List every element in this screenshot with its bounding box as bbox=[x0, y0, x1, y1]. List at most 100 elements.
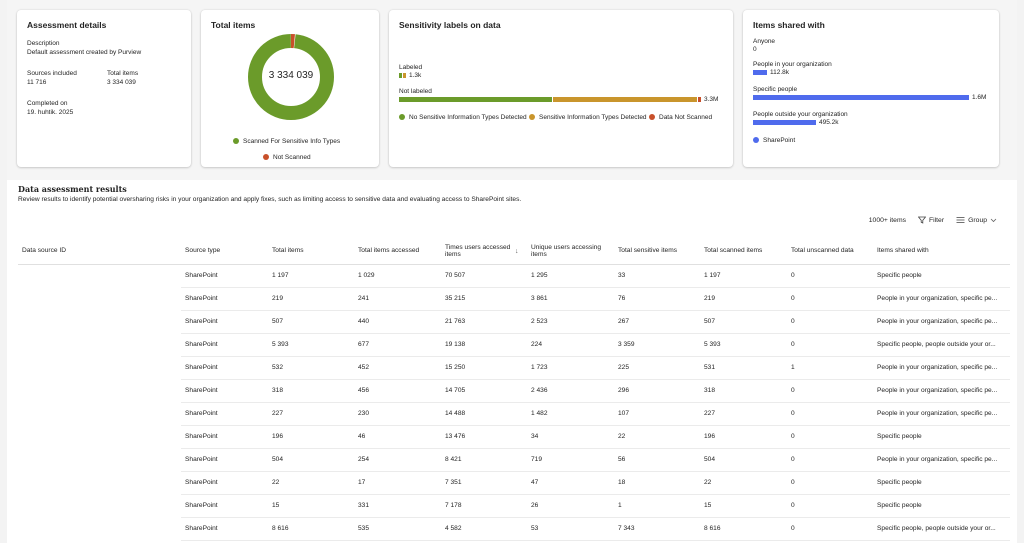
not-labeled-label: Not labeled bbox=[399, 88, 432, 95]
cell-total-unscanned: 1 bbox=[787, 356, 873, 380]
cell-source-type: SharePoint bbox=[181, 425, 268, 449]
cell-total-sensitive: 1 bbox=[614, 494, 700, 518]
items-shared-title: Items shared with bbox=[753, 20, 825, 30]
cell-times-users-accessed: 70 507 bbox=[441, 264, 527, 288]
table-row[interactable]: SharePoint 504 254 8 421 719 56 504 0 People in … bbox=[18, 448, 1010, 472]
legend-scanned: Scanned For Sensitive Info Types bbox=[233, 138, 340, 145]
col-total-scanned[interactable]: Total scanned items bbox=[700, 238, 787, 265]
cell-total-items-accessed: 677 bbox=[354, 333, 441, 357]
cell-items-shared-with: Specific people, people outside your or.… bbox=[873, 517, 1010, 541]
shared-specific-label: Specific people bbox=[753, 86, 798, 93]
group-icon bbox=[956, 217, 965, 223]
col-total-items-accessed[interactable]: Total items accessed bbox=[354, 238, 441, 265]
shared-anyone-label: Anyone bbox=[753, 38, 776, 45]
cell-total-sensitive: 296 bbox=[614, 379, 700, 403]
cell-total-scanned: 227 bbox=[700, 402, 787, 426]
legend-no-sit: No Sensitive Information Types Detected bbox=[399, 114, 527, 121]
table-row[interactable]: SharePoint 22 17 7 351 47 18 22 0 Specific peopl… bbox=[18, 471, 1010, 495]
col-unique-users[interactable]: Unique users accessing items bbox=[527, 238, 614, 265]
legend-not-scanned-label: Not Scanned bbox=[273, 154, 311, 161]
donut-not-scanned-slice bbox=[248, 34, 334, 120]
col-items-shared-with[interactable]: Items shared with bbox=[873, 238, 1010, 265]
cell-total-scanned: 196 bbox=[700, 425, 787, 449]
col-total-unscanned[interactable]: Total unscanned data bbox=[787, 238, 873, 265]
col-source-type[interactable]: Source type bbox=[181, 238, 268, 265]
table-header-row: Data source ID Source type Total items T… bbox=[18, 238, 1010, 265]
description-value: Default assessment created by Purview bbox=[27, 49, 142, 56]
cell-total-items: 1 197 bbox=[268, 264, 354, 288]
cell-total-scanned: 1 197 bbox=[700, 264, 787, 288]
table-row[interactable]: SharePoint 227 230 14 488 1 482 107 227 0 People… bbox=[18, 402, 1010, 426]
table-row[interactable]: SharePoint 1 197 1 029 70 507 1 295 33 1 197 0 S… bbox=[18, 264, 1010, 288]
cell-items-shared-with: Specific people bbox=[873, 471, 1010, 495]
cell-unique-users: 2 436 bbox=[527, 379, 614, 403]
labeled-value: 1.3k bbox=[409, 72, 422, 79]
results-description: Review results to identify potential ove… bbox=[18, 196, 522, 203]
table-row[interactable]: SharePoint 532 452 15 250 1 723 225 531 1 People… bbox=[18, 356, 1010, 380]
legend-not-scanned-data-label: Data Not Scanned bbox=[659, 114, 713, 121]
cell-total-items: 15 bbox=[268, 494, 354, 518]
cell-total-items: 22 bbox=[268, 471, 354, 495]
cell-total-unscanned: 0 bbox=[787, 287, 873, 311]
cell-unique-users: 1 295 bbox=[527, 264, 614, 288]
legend-not-scanned-data: Data Not Scanned bbox=[649, 114, 712, 121]
cell-source-type: SharePoint bbox=[181, 517, 268, 541]
assessment-details-title: Assessment details bbox=[27, 20, 107, 30]
cell-times-users-accessed: 7 351 bbox=[441, 471, 527, 495]
cell-total-unscanned: 0 bbox=[787, 494, 873, 518]
cell-source-type: SharePoint bbox=[181, 287, 268, 311]
cell-total-sensitive: 107 bbox=[614, 402, 700, 426]
table-row[interactable]: SharePoint 318 456 14 705 2 436 296 318 0 People… bbox=[18, 379, 1010, 403]
filter-button[interactable]: Filter bbox=[918, 216, 944, 224]
cell-total-unscanned: 0 bbox=[787, 379, 873, 403]
cell-total-items-accessed: 440 bbox=[354, 310, 441, 334]
col-total-items[interactable]: Total items bbox=[268, 238, 354, 265]
cell-unique-users: 34 bbox=[527, 425, 614, 449]
labeled-bar-gold bbox=[403, 73, 406, 78]
table-row[interactable]: SharePoint 5 393 677 19 138 224 3 359 5 393 0 Sp… bbox=[18, 333, 1010, 357]
cell-data-source-id bbox=[18, 402, 181, 425]
col-data-source-id[interactable]: Data source ID bbox=[18, 238, 181, 265]
cell-total-unscanned: 0 bbox=[787, 264, 873, 288]
group-button[interactable]: Group bbox=[956, 216, 997, 224]
cell-times-users-accessed: 15 250 bbox=[441, 356, 527, 380]
sensitivity-card: Sensitivity labels on data Labeled 1.3k … bbox=[389, 10, 733, 167]
cell-total-sensitive: 267 bbox=[614, 310, 700, 334]
cell-items-shared-with: People in your organization, specific pe… bbox=[873, 287, 1010, 311]
cell-data-source-id bbox=[18, 448, 181, 471]
cell-total-items-accessed: 452 bbox=[354, 356, 441, 380]
table-row[interactable]: SharePoint 219 241 35 215 3 861 76 219 0 People … bbox=[18, 287, 1010, 311]
table-row[interactable]: SharePoint 196 46 13 476 34 22 196 0 Specific pe… bbox=[18, 425, 1010, 449]
cell-unique-users: 53 bbox=[527, 517, 614, 541]
cell-total-items-accessed: 331 bbox=[354, 494, 441, 518]
total-items-donut bbox=[248, 34, 334, 120]
cell-items-shared-with: Specific people, people outside your or.… bbox=[873, 333, 1010, 357]
cell-times-users-accessed: 35 215 bbox=[441, 287, 527, 311]
table-row[interactable]: SharePoint 15 331 7 178 26 1 15 0 Specific peopl… bbox=[18, 494, 1010, 518]
cell-data-source-id bbox=[18, 425, 181, 448]
cell-source-type: SharePoint bbox=[181, 356, 268, 380]
col-times-users-accessed[interactable]: Times users accessed items ↓ bbox=[441, 238, 527, 265]
cell-items-shared-with: People in your organization, specific pe… bbox=[873, 402, 1010, 426]
cell-unique-users: 1 723 bbox=[527, 356, 614, 380]
cell-unique-users: 3 861 bbox=[527, 287, 614, 311]
table-row[interactable]: SharePoint 507 440 21 763 2 523 267 507 0 People… bbox=[18, 310, 1010, 334]
cell-total-scanned: 318 bbox=[700, 379, 787, 403]
cell-unique-users: 224 bbox=[527, 333, 614, 357]
total-items-title: Total items bbox=[211, 20, 256, 30]
cell-data-source-id bbox=[18, 494, 181, 517]
not-labeled-value: 3.3M bbox=[704, 96, 719, 103]
cell-data-source-id bbox=[18, 287, 181, 310]
cell-total-scanned: 5 393 bbox=[700, 333, 787, 357]
col-total-sensitive[interactable]: Total sensitive items bbox=[614, 238, 700, 265]
cell-total-sensitive: 33 bbox=[614, 264, 700, 288]
completed-value: 19. huhtik. 2025 bbox=[27, 109, 74, 116]
labeled-bar-green bbox=[399, 73, 402, 78]
legend-not-scanned: Not Scanned bbox=[263, 154, 311, 161]
cell-data-source-id bbox=[18, 310, 181, 333]
table-row[interactable]: SharePoint 8 616 535 4 582 53 7 343 8 616 0 Spec… bbox=[18, 517, 1010, 541]
shared-outside-label: People outside your organization bbox=[753, 111, 848, 118]
cell-unique-users: 47 bbox=[527, 471, 614, 495]
legend-no-sit-label: No Sensitive Information Types Detected bbox=[409, 114, 527, 121]
sort-down-icon: ↓ bbox=[515, 247, 519, 255]
